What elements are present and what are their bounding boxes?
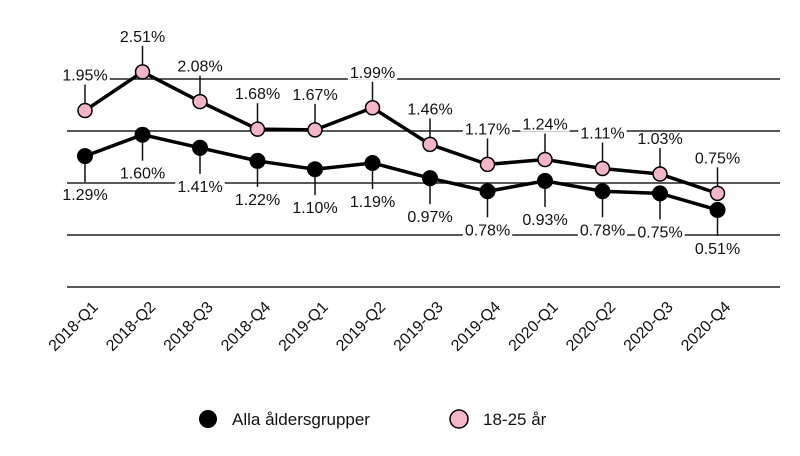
data-label: 1.10% <box>292 200 337 217</box>
data-label: 0.93% <box>522 212 567 229</box>
data-label: 0.51% <box>695 241 740 258</box>
label-background <box>462 224 513 238</box>
label-background <box>117 167 168 181</box>
data-point <box>134 126 151 143</box>
legend-marker-alla <box>199 410 217 428</box>
series-line-alla <box>84 132 718 212</box>
label-background <box>578 127 627 141</box>
data-label: 0.97% <box>407 209 452 226</box>
legend-label-alla: Alla åldersgrupper <box>232 410 370 429</box>
x-tick-label: 2019-Q4 <box>448 299 504 355</box>
data-point <box>249 152 266 169</box>
series-line-18-25 <box>84 69 719 196</box>
x-tick-label: 2019-Q1 <box>276 299 332 355</box>
data-point <box>364 100 381 116</box>
data-point <box>134 64 151 80</box>
data-label: 0.75% <box>637 224 682 241</box>
data-label: 1.22% <box>235 192 280 209</box>
data-point <box>307 161 323 178</box>
x-tick-label: 2020-Q2 <box>563 299 619 355</box>
data-point <box>192 93 208 110</box>
label-background <box>290 88 340 102</box>
data-label: 2.08% <box>177 59 222 76</box>
x-tick-label: 2019-Q2 <box>333 299 389 355</box>
label-background <box>520 118 570 132</box>
data-label: 1.17% <box>465 121 510 138</box>
label-background <box>692 152 743 166</box>
data-point <box>537 172 553 189</box>
label-background <box>117 30 168 44</box>
data-point <box>652 166 668 182</box>
data-point <box>479 156 496 173</box>
data-point <box>422 170 438 187</box>
label-background <box>175 180 225 194</box>
x-tick-label: 2018-Q1 <box>46 299 102 355</box>
label-background <box>60 189 110 203</box>
data-point <box>594 160 611 177</box>
x-tick-label: 2020-Q4 <box>678 299 734 355</box>
data-point <box>652 185 668 202</box>
data-point <box>249 121 266 137</box>
data-label: 1.41% <box>177 179 222 196</box>
data-point <box>709 201 726 218</box>
data-label: 0.75% <box>695 150 740 167</box>
data-label: 1.03% <box>637 131 682 148</box>
data-point <box>594 183 611 200</box>
label-background <box>520 213 570 227</box>
label-background <box>290 202 340 216</box>
data-label: 1.46% <box>407 101 452 118</box>
data-point <box>709 185 726 202</box>
label-background <box>405 211 455 225</box>
data-point <box>307 122 323 138</box>
data-label: 1.29% <box>62 187 107 204</box>
data-label: 1.19% <box>350 194 395 211</box>
data-label: 1.67% <box>292 87 337 104</box>
data-label: 1.99% <box>350 65 395 82</box>
x-tick-label: 2020-Q3 <box>621 299 677 355</box>
data-label: 0.78% <box>580 222 625 239</box>
label-background <box>175 60 225 74</box>
label-background <box>635 133 685 147</box>
x-tick-label: 2019-Q3 <box>391 299 447 355</box>
data-point <box>364 154 381 171</box>
label-background <box>405 103 455 117</box>
data-point <box>537 151 553 168</box>
label-background <box>347 66 398 80</box>
label-background <box>692 242 743 256</box>
label-background <box>60 69 110 83</box>
label-background <box>577 224 628 238</box>
data-point <box>192 139 208 156</box>
data-point <box>77 148 93 165</box>
legend-label-18-25: 18-25 år <box>483 410 547 429</box>
data-labels: 1.29% 1.60% 1.41% 1.22% 1.10% 1.19% 0.97% 0.78%… <box>62 29 740 258</box>
x-tick-label: 2018-Q3 <box>161 299 217 355</box>
data-label: 1.60% <box>120 166 165 183</box>
label-background <box>232 193 283 207</box>
data-label: 2.51% <box>120 29 165 46</box>
legend-marker-18-25 <box>449 409 469 429</box>
x-tick-label: 2018-Q2 <box>103 299 159 355</box>
data-point <box>77 102 93 119</box>
data-label: 1.95% <box>62 68 107 85</box>
data-point <box>422 136 438 153</box>
label-background <box>232 88 283 102</box>
x-tick-label: 2020-Q1 <box>506 299 562 355</box>
data-point <box>479 183 496 200</box>
x-tick-label: 2018-Q4 <box>218 299 274 355</box>
label-background <box>635 226 685 240</box>
data-label: 0.78% <box>465 222 510 239</box>
data-label: 1.11% <box>580 126 624 143</box>
data-label: 1.24% <box>522 117 567 134</box>
data-label: 1.68% <box>235 86 280 103</box>
label-background <box>462 123 513 137</box>
label-background <box>347 195 398 209</box>
